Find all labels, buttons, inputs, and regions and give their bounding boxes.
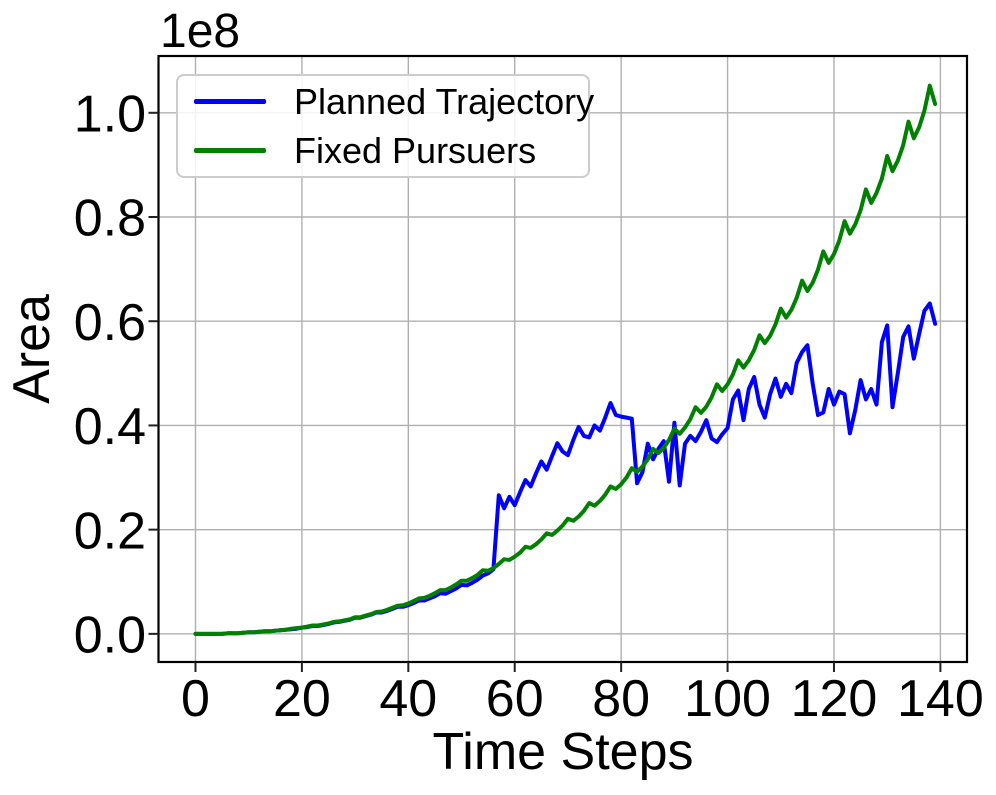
y-tick-label: 0.4: [74, 398, 146, 456]
x-tick-label: 40: [379, 670, 437, 728]
y-axis-label: Area: [3, 294, 61, 404]
tick-labels-layer: 0 20 40 60 80 100 120 140 0.0 0.2 0.4 0.6 0.8 1.0: [74, 86, 984, 728]
legend-line-planned-trajectory: [194, 99, 266, 104]
y-tick-label: 0.2: [74, 502, 146, 560]
x-tick-label: 80: [592, 670, 650, 728]
y-tick-label: 0.8: [74, 190, 146, 248]
legend-label-fixed-pursuers: Fixed Pursuers: [294, 129, 537, 171]
x-tick-label: 0: [181, 670, 210, 728]
legend-label-planned-trajectory: Planned Trajectory: [294, 80, 595, 122]
series-layer: [193, 83, 938, 636]
axes-layer: [148, 54, 969, 672]
legend: Planned Trajectory Fixed Pursuers: [176, 74, 594, 178]
y-tick-label: 0.6: [74, 294, 146, 352]
series-line-fixed-pursuers: [193, 83, 938, 636]
x-tick-label: 120: [791, 670, 878, 728]
legend-item-fixed-pursuers: Fixed Pursuers: [178, 131, 588, 170]
legend-line-fixed-pursuers: [194, 148, 266, 153]
y-tick-label: 0.0: [74, 607, 146, 665]
y-axis-offset-label: 1e8: [160, 5, 241, 58]
legend-item-planned-trajectory: Planned Trajectory: [178, 82, 594, 121]
x-axis-label: Time Steps: [432, 723, 694, 781]
x-tick-label: 60: [486, 670, 544, 728]
series-line-planned-trajectory: [193, 301, 938, 636]
x-tick-label: 20: [273, 670, 331, 728]
x-tick-label: 100: [684, 670, 771, 728]
y-tick-label: 1.0: [74, 86, 146, 144]
x-tick-label: 140: [897, 670, 984, 728]
plot-spines: [157, 54, 969, 664]
